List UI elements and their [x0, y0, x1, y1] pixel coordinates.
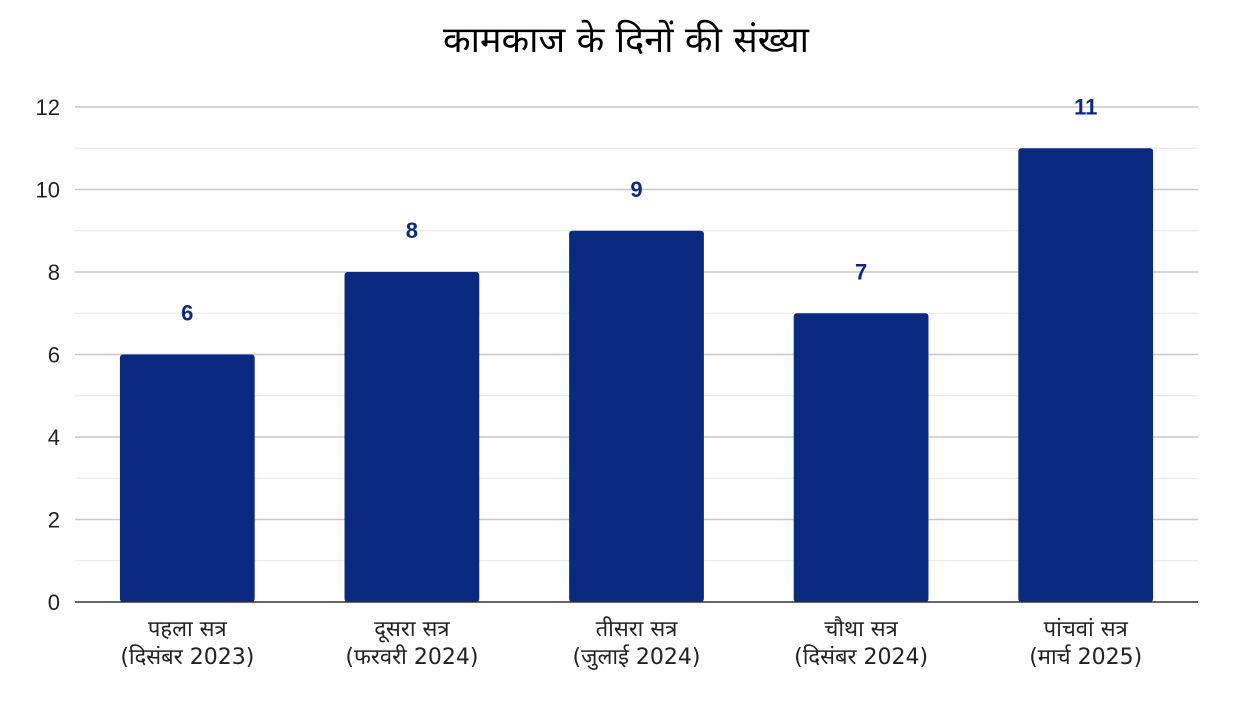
data-label: 6: [181, 301, 193, 326]
bar: [119, 354, 255, 602]
y-tick-label: 8: [48, 260, 60, 285]
y-tick-label: 6: [48, 343, 60, 368]
y-axis-ticks: 0 2 4 6 8 10 12: [36, 95, 60, 615]
x-category-label: पांचवां सत्र: [1044, 617, 1129, 642]
data-label: 8: [406, 218, 418, 243]
bar: [344, 272, 480, 602]
x-category-label: चौथा सत्र: [824, 616, 898, 642]
x-category-label: (दिसंबर 2024): [794, 644, 928, 670]
x-category-label: पहला सत्र: [148, 617, 228, 642]
x-category-label: (फरवरी 2024): [345, 644, 478, 670]
y-tick-label: 4: [48, 425, 60, 450]
data-label: 11: [1074, 94, 1097, 119]
data-labels: 6 8 9 7 11: [181, 94, 1097, 325]
y-tick-label: 2: [48, 508, 60, 533]
chart-title: कामकाज के दिनों की संख्या: [443, 19, 810, 61]
y-tick-label: 0: [48, 590, 60, 615]
bar: [1018, 148, 1154, 602]
bars: [119, 148, 1154, 602]
y-tick-label: 10: [36, 178, 60, 203]
y-tick-label: 12: [36, 95, 60, 120]
x-category-label: (जुलाई 2024): [573, 644, 701, 670]
data-label: 9: [630, 177, 642, 202]
x-category-label: दूसरा सत्र: [374, 617, 450, 643]
bar: [793, 313, 929, 602]
bar: [569, 230, 704, 602]
x-axis-categories: पहला सत्र(दिसंबर 2023) दूसरा सत्र(फरवरी 2…: [120, 616, 1142, 670]
x-category-label: (मार्च 2025): [1029, 644, 1142, 670]
data-label: 7: [855, 259, 867, 284]
x-category-label: तीसरा सत्र: [596, 616, 679, 642]
x-category-label: (दिसंबर 2023): [120, 644, 254, 670]
